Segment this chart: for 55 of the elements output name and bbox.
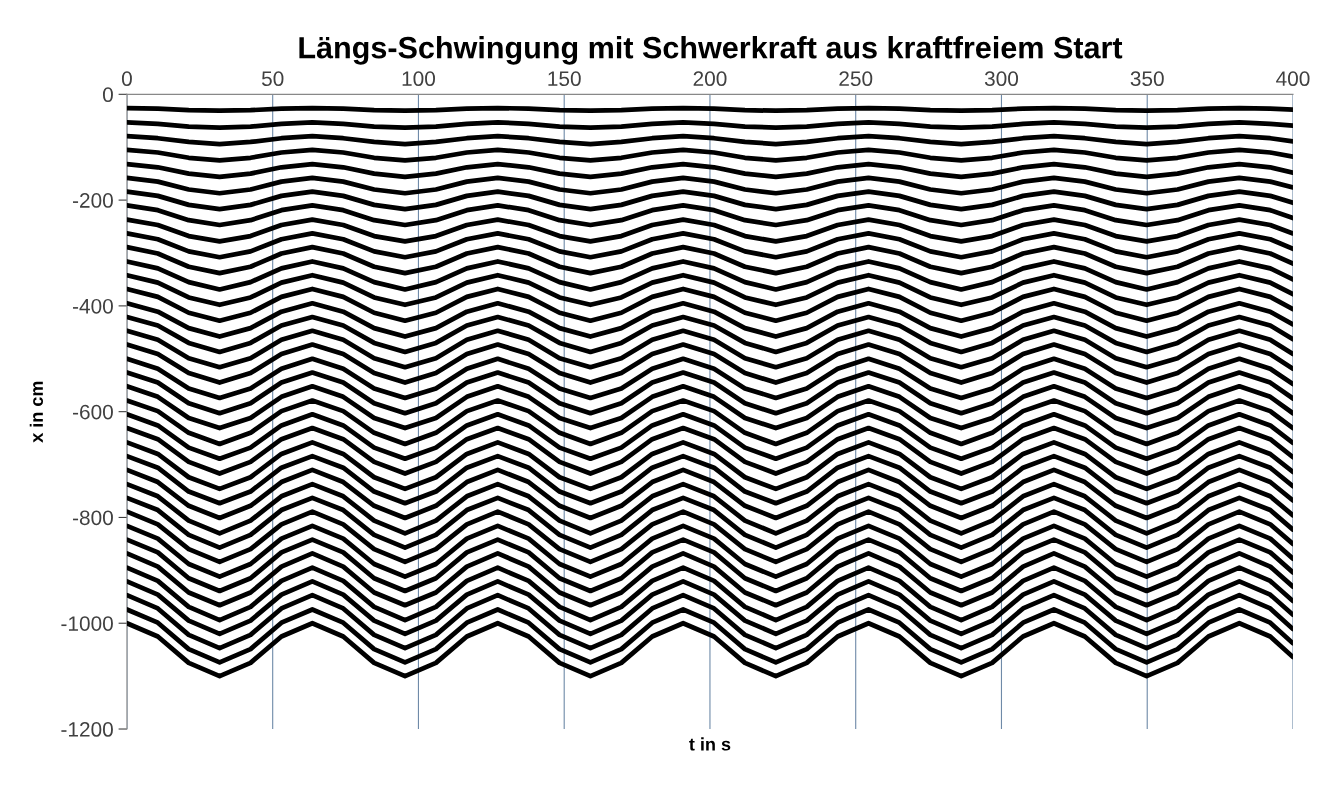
line-series: [126, 537, 1293, 594]
line-series: [126, 620, 1293, 679]
line-series: [126, 259, 1293, 292]
line-series: [126, 453, 1293, 506]
line-series: [126, 370, 1293, 416]
line-series: [126, 509, 1293, 565]
line-series: [126, 607, 1293, 665]
line-series: [126, 189, 1293, 212]
line-series: [126, 328, 1293, 370]
y-tick-label: 0: [102, 87, 113, 103]
line-series: [126, 133, 1293, 147]
y-tick-label: -200: [72, 193, 113, 208]
line-series: [126, 217, 1293, 244]
y-tick-label: -1200: [61, 722, 113, 737]
line-series: [126, 551, 1293, 608]
chart-title: Längs-Schwingung mit Schwerkraft aus kraftfreiem Start: [299, 36, 1123, 65]
line-series: [126, 231, 1293, 260]
line-series: [126, 565, 1293, 623]
line-series: [126, 481, 1293, 536]
line-series: [126, 398, 1293, 447]
y-tick-label: -400: [72, 298, 113, 314]
line-series: [126, 356, 1293, 401]
x-tick-label: 200: [693, 71, 727, 87]
line-series: [126, 314, 1293, 355]
line-series: [126, 147, 1293, 163]
x-tick-label: 250: [839, 71, 873, 87]
x-tick-label: 50: [261, 71, 284, 87]
line-series: [126, 161, 1293, 180]
x-tick-label: 150: [548, 71, 581, 87]
x-tick-label: 0: [121, 71, 132, 87]
line-series: [126, 467, 1293, 521]
line-series: [126, 342, 1293, 385]
x-tick-label: 300: [984, 71, 1019, 87]
line-series: [126, 439, 1293, 492]
line-series: [126, 495, 1293, 550]
line-series: [126, 300, 1293, 339]
line-series: [126, 523, 1293, 580]
x-tick-label: 100: [402, 71, 436, 87]
line-series: [126, 425, 1293, 476]
line-series: [126, 286, 1293, 324]
y-tick-label: -1000: [61, 616, 113, 631]
line-series: [126, 272, 1293, 308]
line-series: [126, 579, 1293, 637]
y-tick-label: -800: [72, 510, 113, 526]
y-axis-title: x in cm: [29, 381, 44, 443]
line-series: [126, 244, 1293, 276]
line-series: [126, 411, 1293, 462]
y-tick-label: -600: [72, 404, 113, 420]
line-series: [126, 203, 1293, 228]
line-series: [126, 383, 1293, 431]
x-tick-label: 400: [1276, 71, 1310, 87]
x-axis-title: t in s: [689, 737, 731, 751]
line-series: [126, 175, 1293, 196]
line-series: [126, 592, 1293, 651]
x-tick-label: 350: [1130, 71, 1164, 87]
